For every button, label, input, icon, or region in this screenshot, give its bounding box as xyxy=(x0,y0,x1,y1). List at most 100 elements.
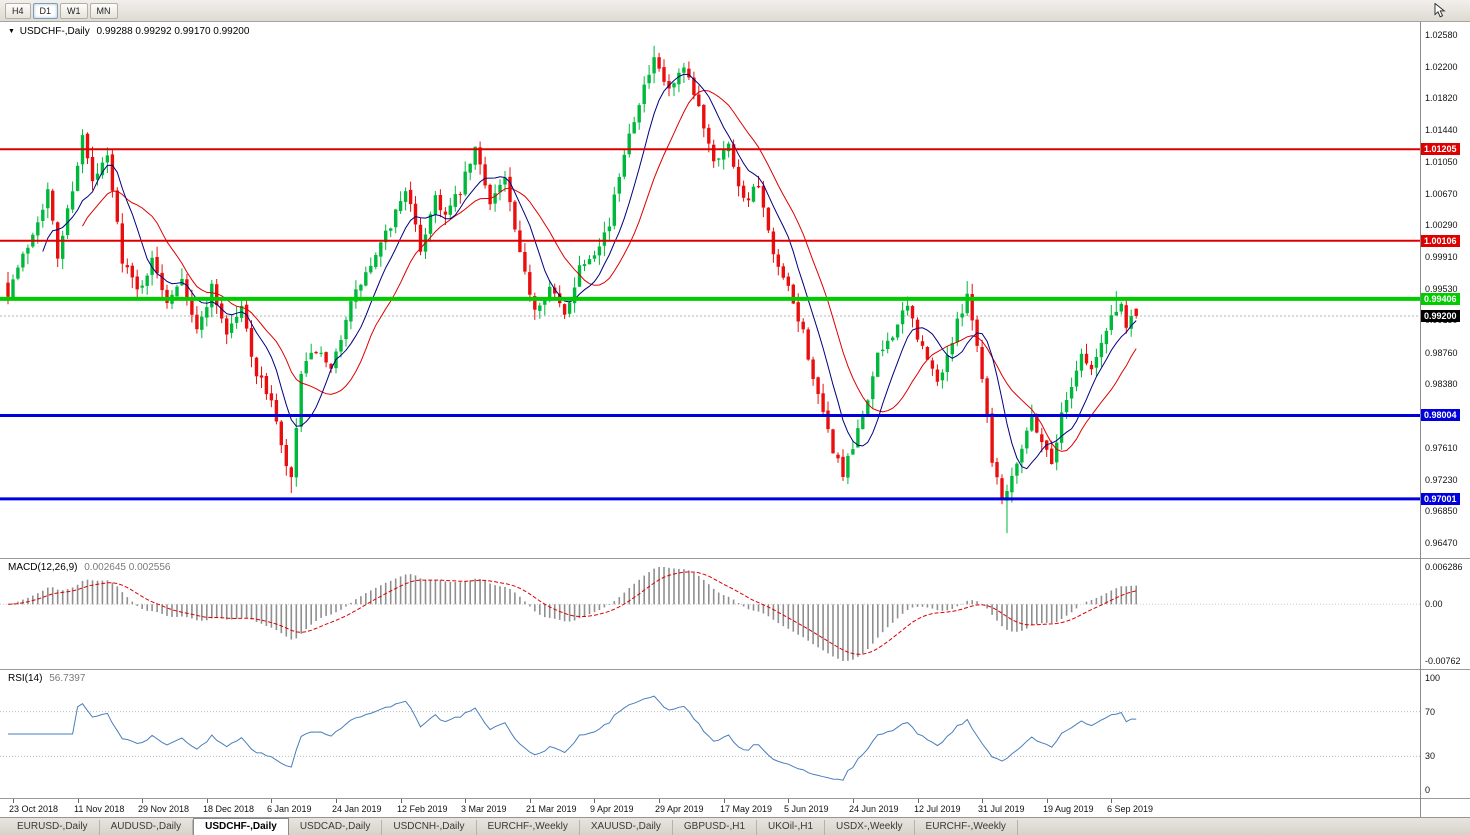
price-chart-canvas[interactable] xyxy=(0,22,1420,558)
macd-title: MACD(12,26,9) 0.002645 0.002556 xyxy=(8,562,170,573)
time-axis-label: 21 Mar 2019 xyxy=(526,804,577,814)
price-axis-tick: 0.98760 xyxy=(1425,347,1458,358)
time-axis-tick xyxy=(982,799,983,803)
time-axis-tick xyxy=(13,799,14,803)
timeframe-w1-button[interactable]: W1 xyxy=(60,2,88,19)
time-axis-tick xyxy=(853,799,854,803)
price-level-label: 0.98004 xyxy=(1421,409,1460,422)
ma-slow-line xyxy=(82,89,1137,452)
chart-tab-bar: EURUSD-,Daily AUDUSD-,Daily USDCHF-,Daily U… xyxy=(0,817,1470,835)
price-level-label: 0.99406 xyxy=(1421,292,1460,305)
macd-signal-line xyxy=(7,571,1137,655)
rsi-pane[interactable] xyxy=(0,670,1420,798)
price-axis-tick: 0.99910 xyxy=(1425,251,1458,262)
time-axis-tick xyxy=(594,799,595,803)
time-axis-tick xyxy=(465,799,466,803)
symbol-name: USDCHF-,Daily xyxy=(19,26,90,37)
time-axis-tick xyxy=(1047,799,1048,803)
price-axis-tick: 1.02580 xyxy=(1425,29,1458,40)
rsi-name: RSI(14) xyxy=(8,673,43,684)
rsi-axis-tick: 70 xyxy=(1425,706,1436,717)
chart-tab-usdx-weekly[interactable]: USDX-,Weekly xyxy=(825,820,915,835)
time-axis-tick xyxy=(788,799,789,803)
price-axis-tick: 1.02200 xyxy=(1425,61,1458,72)
axis-border-line xyxy=(1420,22,1421,817)
mouse-cursor-icon xyxy=(1434,3,1446,18)
pane-separator[interactable] xyxy=(0,669,1470,670)
time-axis-tick xyxy=(142,799,143,803)
price-axis-tick: 0.97230 xyxy=(1425,474,1458,485)
time-axis-label: 3 Mar 2019 xyxy=(461,804,507,814)
time-axis-label: 29 Nov 2018 xyxy=(138,804,190,814)
time-axis-label: 17 May 2019 xyxy=(720,804,773,814)
chart-tab-usdchf-daily[interactable]: USDCHF-,Daily xyxy=(193,818,289,835)
time-axis-label: 6 Jan 2019 xyxy=(267,804,312,814)
current-price-label: 0.99200 xyxy=(1421,310,1460,323)
rsi-canvas[interactable] xyxy=(0,670,1420,798)
rsi-value: 56.7397 xyxy=(49,673,86,684)
time-axis[interactable] xyxy=(0,799,1420,817)
chart-tab-ukoil-h1[interactable]: UKOil-,H1 xyxy=(757,820,826,835)
pane-separator[interactable] xyxy=(0,558,1470,559)
time-axis-tick xyxy=(1111,799,1112,803)
chart-tab-eurchf-weekly[interactable]: EURCHF-,Weekly xyxy=(915,820,1018,835)
time-axis-label: 5 Jun 2019 xyxy=(784,804,829,814)
ma-fast-line xyxy=(42,73,1137,470)
time-axis-label: 9 Apr 2019 xyxy=(590,804,634,814)
time-axis-label: 23 Oct 2018 xyxy=(9,804,59,814)
time-axis-label: 31 Jul 2019 xyxy=(978,804,1025,814)
timeframe-mn-button[interactable]: MN xyxy=(89,2,118,19)
rsi-axis-tick: 0 xyxy=(1425,785,1431,795)
timeframe-d1-button[interactable]: D1 xyxy=(32,2,59,19)
time-axis-label: 11 Nov 2018 xyxy=(74,804,125,814)
price-axis-tick: 1.00290 xyxy=(1425,220,1458,231)
price-axis-tick: 0.99530 xyxy=(1425,283,1458,294)
macd-histogram xyxy=(12,567,1137,661)
time-axis-tick xyxy=(401,799,402,803)
price-level-label: 1.01205 xyxy=(1421,143,1460,156)
price-axis-tick: 0.98380 xyxy=(1425,379,1458,390)
price-axis-tick: 1.01050 xyxy=(1425,157,1458,168)
candles-layer xyxy=(6,45,1138,534)
time-axis-label: 19 Aug 2019 xyxy=(1043,804,1094,814)
price-level-label: 0.97001 xyxy=(1421,492,1460,505)
macd-pane[interactable] xyxy=(0,559,1420,669)
chart-tab-eurusd-daily[interactable]: EURUSD-,Daily xyxy=(6,820,100,835)
timeframe-h4-button[interactable]: H4 xyxy=(5,2,31,19)
macd-axis-max: 0.006286 xyxy=(1425,562,1463,572)
chart-title: ▼ USDCHF-,Daily 0.99288 0.99292 0.99170 … xyxy=(8,26,249,37)
macd-canvas[interactable] xyxy=(0,559,1420,669)
chart-tab-audusd-daily[interactable]: AUDUSD-,Daily xyxy=(100,820,194,835)
price-axis-tick: 1.01820 xyxy=(1425,93,1458,104)
chart-tab-gbpusd-h1[interactable]: GBPUSD-,H1 xyxy=(673,820,758,835)
rsi-axis-tick: 100 xyxy=(1425,673,1441,683)
chart-tab-eurchf-weekly[interactable]: EURCHF-,Weekly xyxy=(477,820,580,835)
time-axis-label: 29 Apr 2019 xyxy=(655,804,704,814)
chart-tab-usdcnh-daily[interactable]: USDCNH-,Daily xyxy=(382,820,477,835)
time-axis-label: 6 Sep 2019 xyxy=(1107,804,1154,814)
chart-tab-usdcad-daily[interactable]: USDCAD-,Daily xyxy=(289,820,383,835)
price-axis-tick: 0.96470 xyxy=(1425,538,1458,549)
price-axis-tick: 0.96850 xyxy=(1425,506,1458,517)
macd-axis-min: -0.00762 xyxy=(1425,656,1461,666)
price-axis-tick: 0.97610 xyxy=(1425,443,1458,454)
timeframe-toolbar: H4 D1 W1 MN xyxy=(0,0,1470,22)
chart-tab-xauusd-daily[interactable]: XAUUSD-,Daily xyxy=(580,820,673,835)
time-axis-tick xyxy=(530,799,531,803)
time-axis-label: 18 Dec 2018 xyxy=(203,804,255,814)
macd-values: 0.002645 0.002556 xyxy=(84,562,171,573)
rsi-axis-tick: 30 xyxy=(1425,751,1436,762)
time-axis-label: 12 Jul 2019 xyxy=(914,804,961,814)
time-axis-tick xyxy=(271,799,272,803)
pane-separator xyxy=(0,798,1470,799)
time-axis-tick xyxy=(918,799,919,803)
price-pane[interactable] xyxy=(0,22,1420,558)
rsi-line xyxy=(8,695,1137,781)
symbol-dropdown-icon[interactable]: ▼ xyxy=(8,27,15,35)
price-level-label: 1.00106 xyxy=(1421,234,1460,247)
rsi-title: RSI(14) 56.7397 xyxy=(8,673,85,684)
macd-name: MACD(12,26,9) xyxy=(8,562,78,573)
time-axis-tick xyxy=(78,799,79,803)
ohlc-values: 0.99288 0.99292 0.99170 0.99200 xyxy=(96,26,250,37)
